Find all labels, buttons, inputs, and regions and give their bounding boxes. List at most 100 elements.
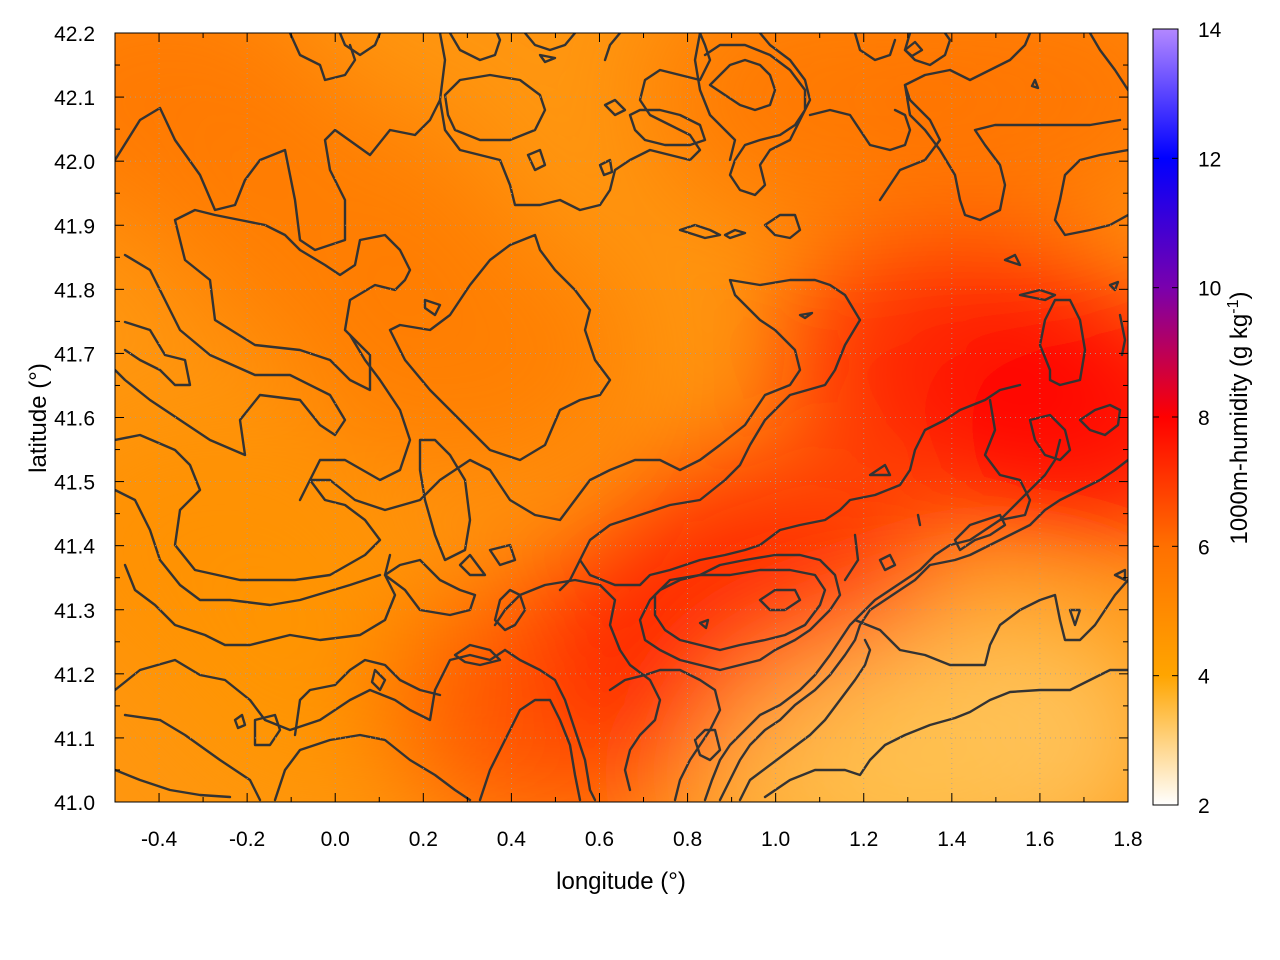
contour-line bbox=[578, 383, 1022, 587]
contour-line bbox=[478, 698, 582, 802]
contour-line bbox=[273, 733, 472, 802]
contour-line bbox=[123, 320, 192, 387]
contour-line bbox=[370, 668, 387, 692]
contour-line bbox=[293, 658, 442, 737]
contour-line bbox=[173, 208, 412, 392]
y-tick-label: 41.1 bbox=[54, 728, 95, 751]
contour-line bbox=[703, 33, 812, 197]
contour-line bbox=[1003, 253, 1022, 267]
contour-line bbox=[738, 638, 872, 802]
colorbar-label-main: 1000m-humidity (g kg bbox=[1226, 314, 1253, 545]
y-tick-label: 41.7 bbox=[54, 343, 95, 366]
contour-line bbox=[448, 33, 502, 62]
contour-line bbox=[115, 253, 347, 457]
colorbar-label-sup: -1 bbox=[1225, 299, 1242, 313]
y-tick-label: 41.3 bbox=[54, 600, 95, 623]
contour-line bbox=[115, 648, 507, 732]
colorbar-tick-label: 6 bbox=[1198, 536, 1210, 559]
x-tick-label: -0.2 bbox=[229, 828, 265, 851]
contour-line bbox=[693, 33, 737, 162]
x-tick-label: 1.0 bbox=[761, 828, 790, 851]
contour-line bbox=[453, 643, 502, 667]
contour-line bbox=[123, 713, 262, 802]
y-tick-label: 41.0 bbox=[54, 792, 95, 815]
contour-line bbox=[526, 148, 547, 172]
contour-line bbox=[1053, 148, 1128, 237]
colorbar-tick-label: 2 bbox=[1198, 795, 1210, 818]
contour-line bbox=[1088, 33, 1128, 92]
contour-line bbox=[1028, 413, 1072, 462]
colorbar-ticks: 2 4 6 8 10 12 14 bbox=[1153, 19, 1222, 818]
colorbar-label-end: ) bbox=[1226, 292, 1253, 300]
contour-line bbox=[703, 438, 1062, 802]
contour-line bbox=[418, 438, 472, 562]
x-tick-label: 0.4 bbox=[497, 828, 527, 851]
y-tick-labels: 41.0 41.1 41.2 41.3 41.4 41.5 41.6 41.7 41.8 41.9… bbox=[54, 23, 95, 815]
x-tick-label: 1.6 bbox=[1025, 828, 1054, 851]
y-tick-label: 41.9 bbox=[54, 215, 95, 238]
y-tick-label: 41.6 bbox=[54, 408, 95, 431]
contour-line bbox=[903, 83, 1122, 222]
contour-line bbox=[903, 40, 924, 58]
x-tick-label: 0.2 bbox=[409, 828, 438, 851]
contour-line bbox=[878, 33, 1032, 202]
x-tick-label: 0.0 bbox=[321, 828, 350, 851]
contour-line bbox=[603, 33, 622, 62]
x-tick-label: 1.4 bbox=[937, 828, 967, 851]
contour-line bbox=[598, 158, 614, 177]
contour-line bbox=[1030, 78, 1040, 90]
colorbar-tick-label: 12 bbox=[1198, 148, 1221, 171]
contour-line bbox=[698, 618, 710, 630]
contour-line bbox=[338, 33, 382, 57]
colorbar-tick-label: 4 bbox=[1198, 666, 1210, 689]
contour-line bbox=[798, 311, 814, 320]
contour-line bbox=[1118, 313, 1127, 357]
x-tick-label: 1.8 bbox=[1113, 828, 1142, 851]
heatmap-cell bbox=[297, 223, 638, 484]
contour-line bbox=[983, 398, 1032, 522]
x-tick-label: 1.2 bbox=[849, 828, 878, 851]
contour-line bbox=[298, 278, 862, 592]
x-tick-label: -0.4 bbox=[141, 828, 178, 851]
contour-line bbox=[488, 543, 517, 567]
contour-line bbox=[953, 513, 1007, 552]
x-tick-labels: -0.4 -0.2 0.0 0.2 0.4 0.6 0.8 1.0 1.2 1.4 1.6 1.8 bbox=[141, 828, 1143, 851]
contour-line bbox=[443, 73, 547, 142]
contour-line bbox=[653, 568, 827, 652]
axis-ticks bbox=[115, 32, 1129, 803]
contour-line bbox=[723, 228, 747, 240]
heatmap-field bbox=[115, 33, 1128, 802]
contour-line bbox=[233, 713, 247, 730]
y-tick-label: 41.5 bbox=[54, 472, 95, 495]
contour-line bbox=[1038, 298, 1087, 387]
contour-line bbox=[1113, 568, 1127, 582]
y-axis-title: latitude (°) bbox=[25, 363, 52, 473]
colorbar-tick-label: 14 bbox=[1198, 19, 1222, 42]
colorbar: 2 4 6 8 10 12 14 1000m-humidity (g kg-1) bbox=[1152, 19, 1253, 818]
contour-line bbox=[503, 648, 597, 802]
contour-line bbox=[383, 558, 477, 617]
contour-line bbox=[388, 233, 612, 462]
heatmap-cell bbox=[693, 639, 1034, 802]
contour-line bbox=[763, 668, 1128, 799]
contour-line bbox=[123, 553, 397, 647]
contour-line bbox=[843, 533, 860, 582]
colorbar-tick-label: 10 bbox=[1198, 278, 1221, 301]
colorbar-tick-label: 8 bbox=[1198, 407, 1210, 430]
contour-line bbox=[438, 33, 712, 212]
contour-line bbox=[115, 488, 382, 607]
contour-line bbox=[708, 58, 777, 112]
y-tick-label: 42.2 bbox=[54, 23, 95, 46]
contour-line bbox=[253, 713, 282, 747]
y-tick-label: 42.0 bbox=[54, 151, 95, 174]
contour-line bbox=[693, 728, 722, 762]
contour-line bbox=[628, 108, 707, 147]
contour-line bbox=[678, 223, 722, 240]
contour-line bbox=[853, 33, 897, 62]
contour-line bbox=[538, 53, 557, 64]
contour-line bbox=[423, 298, 442, 317]
heatmap-cell bbox=[914, 287, 1128, 548]
contour-line bbox=[763, 213, 802, 240]
plot-area bbox=[115, 33, 1128, 802]
y-tick-label: 41.2 bbox=[54, 664, 95, 687]
